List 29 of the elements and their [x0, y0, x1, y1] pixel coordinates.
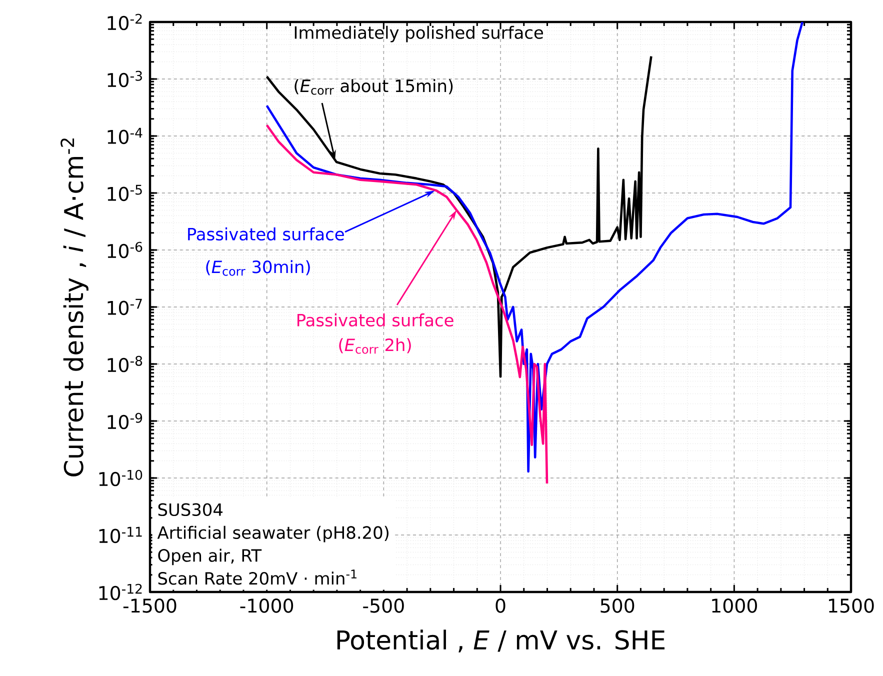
x-tick-label: -1000	[240, 598, 294, 613]
y-axis-title: Current density , i / A·cm$^{-2}$	[60, 138, 88, 476]
y-tick-label: 10$^{-9}$	[108, 412, 142, 430]
y-tick-label: 10$^{-5}$	[108, 184, 142, 202]
annotation: (E$_{corr}$ 30min)	[206, 260, 310, 276]
annotation: Open air, RT	[158, 548, 262, 566]
y-tick-label: 10$^{-7}$	[108, 298, 142, 316]
y-tick-label: 10$^{-3}$	[108, 70, 142, 88]
annotation: Artificial seawater (pH8.20)	[157, 526, 388, 542]
annotation: SUS304	[158, 503, 223, 516]
y-tick-label: 10$^{-4}$	[108, 128, 142, 144]
annotation: (E$_{corr}$ 2h)	[339, 338, 411, 354]
x-tick-label: 1500	[829, 598, 874, 613]
x-tick-label: -1500	[123, 598, 176, 613]
annotation: Immediately polished surface	[294, 26, 543, 42]
annotation: Passivated surface	[188, 227, 344, 241]
annotation: Passivated surface	[298, 313, 454, 327]
x-tick-label: 500	[600, 598, 634, 613]
y-tick-label: 10$^{-8}$	[108, 356, 142, 372]
y-tick-label: 10$^{-2}$	[108, 14, 142, 30]
x-axis-title: Potential , E / mV vs. SHE	[337, 630, 664, 652]
x-tick-label: 1000	[712, 598, 757, 613]
x-tick-label: 0	[496, 598, 506, 613]
x-tick-label: -500	[363, 598, 404, 613]
annotation: Scan Rate 20mV · min$^{-1}$	[158, 570, 356, 585]
y-tick-label: 10$^{-10}$	[99, 470, 142, 486]
y-tick-label: 10$^{-11}$	[99, 526, 142, 544]
annotation: (E$_{corr}$ about 15min)	[294, 79, 453, 95]
y-tick-label: 10$^{-6}$	[108, 242, 142, 258]
